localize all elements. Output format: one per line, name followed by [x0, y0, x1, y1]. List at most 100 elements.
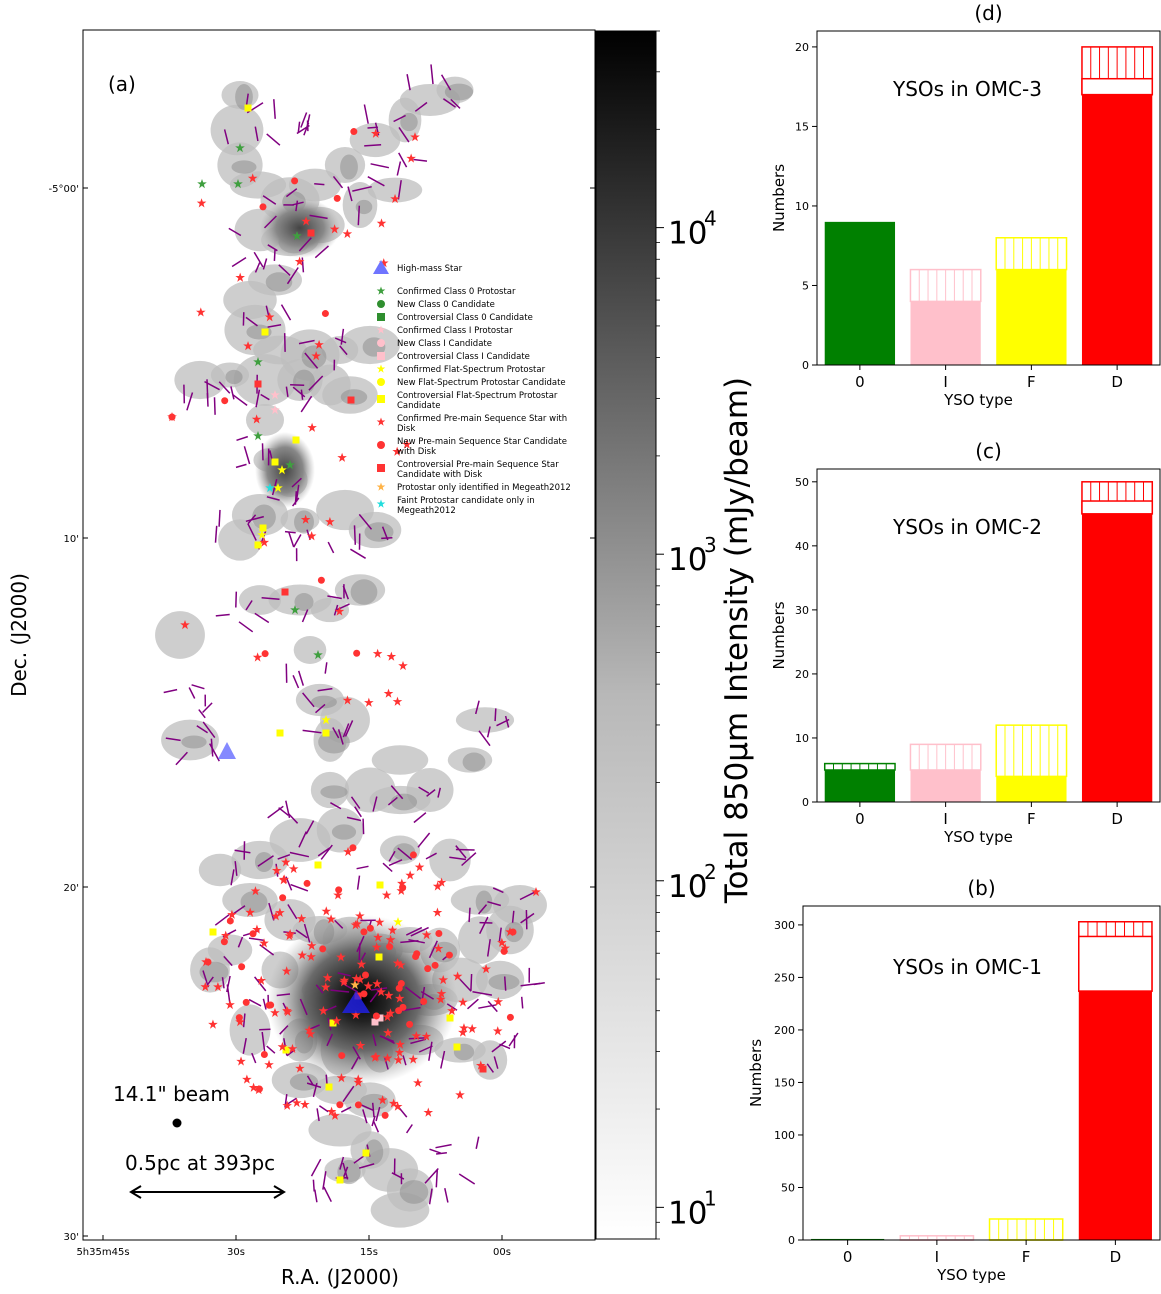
emission-blob — [444, 83, 474, 101]
yso-circle-marker — [366, 924, 374, 932]
emission-blob — [399, 1180, 429, 1204]
polarization-segment — [242, 1037, 247, 1054]
polarization-segment — [267, 324, 282, 328]
legend-square-icon — [377, 313, 385, 321]
polarization-segment — [508, 1032, 519, 1047]
polarization-segment — [356, 935, 365, 953]
polarization-segment — [461, 852, 477, 867]
legend-circle-icon — [377, 378, 385, 386]
polarization-segment — [334, 603, 350, 612]
polarization-segment — [218, 509, 221, 527]
polarization-segment — [478, 730, 491, 747]
panel-annotation: YSOs in OMC-3 — [892, 77, 1042, 101]
yso-circle-marker — [335, 886, 343, 894]
polarization-segment — [358, 513, 373, 530]
polarization-segment — [487, 1000, 498, 1013]
polarization-segment — [300, 112, 308, 128]
polarization-segment — [424, 1167, 439, 1184]
ra-tick-label-0: 5h35m45s — [76, 1247, 129, 1258]
emission-blob — [455, 707, 515, 733]
polarization-segment — [254, 612, 270, 624]
polarization-segment — [215, 613, 230, 617]
yso-square-marker — [292, 436, 300, 444]
legend-label: New Class I Candidate — [397, 339, 492, 349]
polarization-segment — [297, 670, 305, 686]
polarization-segment — [533, 982, 545, 986]
polarization-segment — [214, 525, 218, 543]
polarization-segment — [417, 832, 431, 848]
polarization-segment — [247, 514, 257, 524]
polarization-segment — [265, 305, 270, 318]
x-tick-label: D — [1111, 810, 1123, 828]
polarization-segment — [397, 180, 402, 200]
polarization-segment — [278, 807, 289, 816]
x-tick-label: I — [935, 1248, 939, 1266]
x-tick-label: 0 — [855, 373, 865, 391]
polarization-segment — [242, 1013, 246, 1028]
bar-charts: (d) 0 I F D 0 5 10 15 20 YSOs in OMC-3 YSO type Numb… — [747, 1, 1161, 1284]
yso-square-marker — [453, 1043, 461, 1051]
legend-label: High-mass Star — [397, 264, 463, 274]
polarization-segment — [387, 796, 398, 806]
yso-circle-marker — [221, 397, 229, 405]
yso-circle-marker — [336, 1101, 344, 1109]
y-tick-label: 20 — [795, 41, 809, 54]
x-tick-label: F — [1027, 373, 1036, 391]
y-tick-label: 300 — [774, 919, 795, 932]
emission-blob — [231, 160, 257, 174]
polarization-segment — [266, 133, 281, 146]
polarization-segment — [478, 1004, 497, 1009]
legend-label: Confirmed Class 0 Protostar — [397, 287, 516, 297]
polarization-segment — [353, 525, 357, 545]
polarization-segment — [287, 904, 298, 920]
yso-markers — [167, 104, 541, 1184]
polarization-segment — [330, 989, 350, 993]
yso-square-marker — [446, 1014, 454, 1022]
polarization-segment — [289, 851, 310, 858]
polarization-segment — [414, 101, 428, 112]
polarization-segment — [314, 183, 325, 186]
colorbar-tick-label: 10 — [668, 1195, 707, 1231]
polarization-segment — [327, 541, 335, 554]
polarization-segment — [367, 126, 378, 129]
y-tick-label: 15 — [795, 120, 809, 133]
bar-candidate-hatched — [995, 237, 1068, 271]
polarization-segment — [235, 463, 247, 469]
y-axis-label: Numbers — [770, 164, 788, 232]
x-axis-label: YSO type — [943, 828, 1013, 846]
polarization-segment — [245, 600, 253, 611]
yso-square-marker — [254, 541, 262, 549]
yso-circle-marker — [317, 576, 325, 584]
polarization-segment — [350, 1056, 359, 1070]
yso-circle-marker — [361, 971, 369, 979]
polarization-segment — [362, 818, 365, 835]
yso-circle-marker — [509, 928, 517, 936]
polarization-segment — [248, 937, 264, 942]
polarization-segment — [339, 1156, 345, 1170]
yso-circle-marker — [291, 177, 299, 185]
x-tick-label: I — [943, 810, 947, 828]
polarization-segment — [410, 926, 429, 937]
polarization-segment — [398, 126, 410, 143]
polarization-segment — [287, 531, 295, 548]
yso-square-marker — [314, 861, 322, 869]
polarization-segment — [288, 813, 299, 824]
legend-label: Controversial Class 0 Candidate — [397, 313, 533, 323]
polarization-segment — [202, 702, 213, 714]
yso-circle-marker — [333, 194, 341, 202]
legend-square-icon — [377, 395, 385, 403]
polarization-segment — [247, 523, 257, 541]
polarization-segment — [245, 515, 264, 523]
polarization-segment — [279, 1025, 289, 1035]
yso-square-marker — [371, 1018, 379, 1026]
ra-tick-label-1: 30s — [227, 1247, 245, 1258]
polarization-segment — [245, 316, 258, 327]
polarization-segment — [342, 1162, 349, 1180]
polarization-segment — [479, 916, 489, 935]
yso-circle-marker — [395, 984, 403, 992]
omc2-core — [255, 432, 315, 508]
yso-square-marker — [254, 380, 262, 388]
scalebar-arrow — [129, 1185, 286, 1199]
polarization-segment — [342, 1085, 355, 1103]
emission-blob — [246, 324, 272, 340]
